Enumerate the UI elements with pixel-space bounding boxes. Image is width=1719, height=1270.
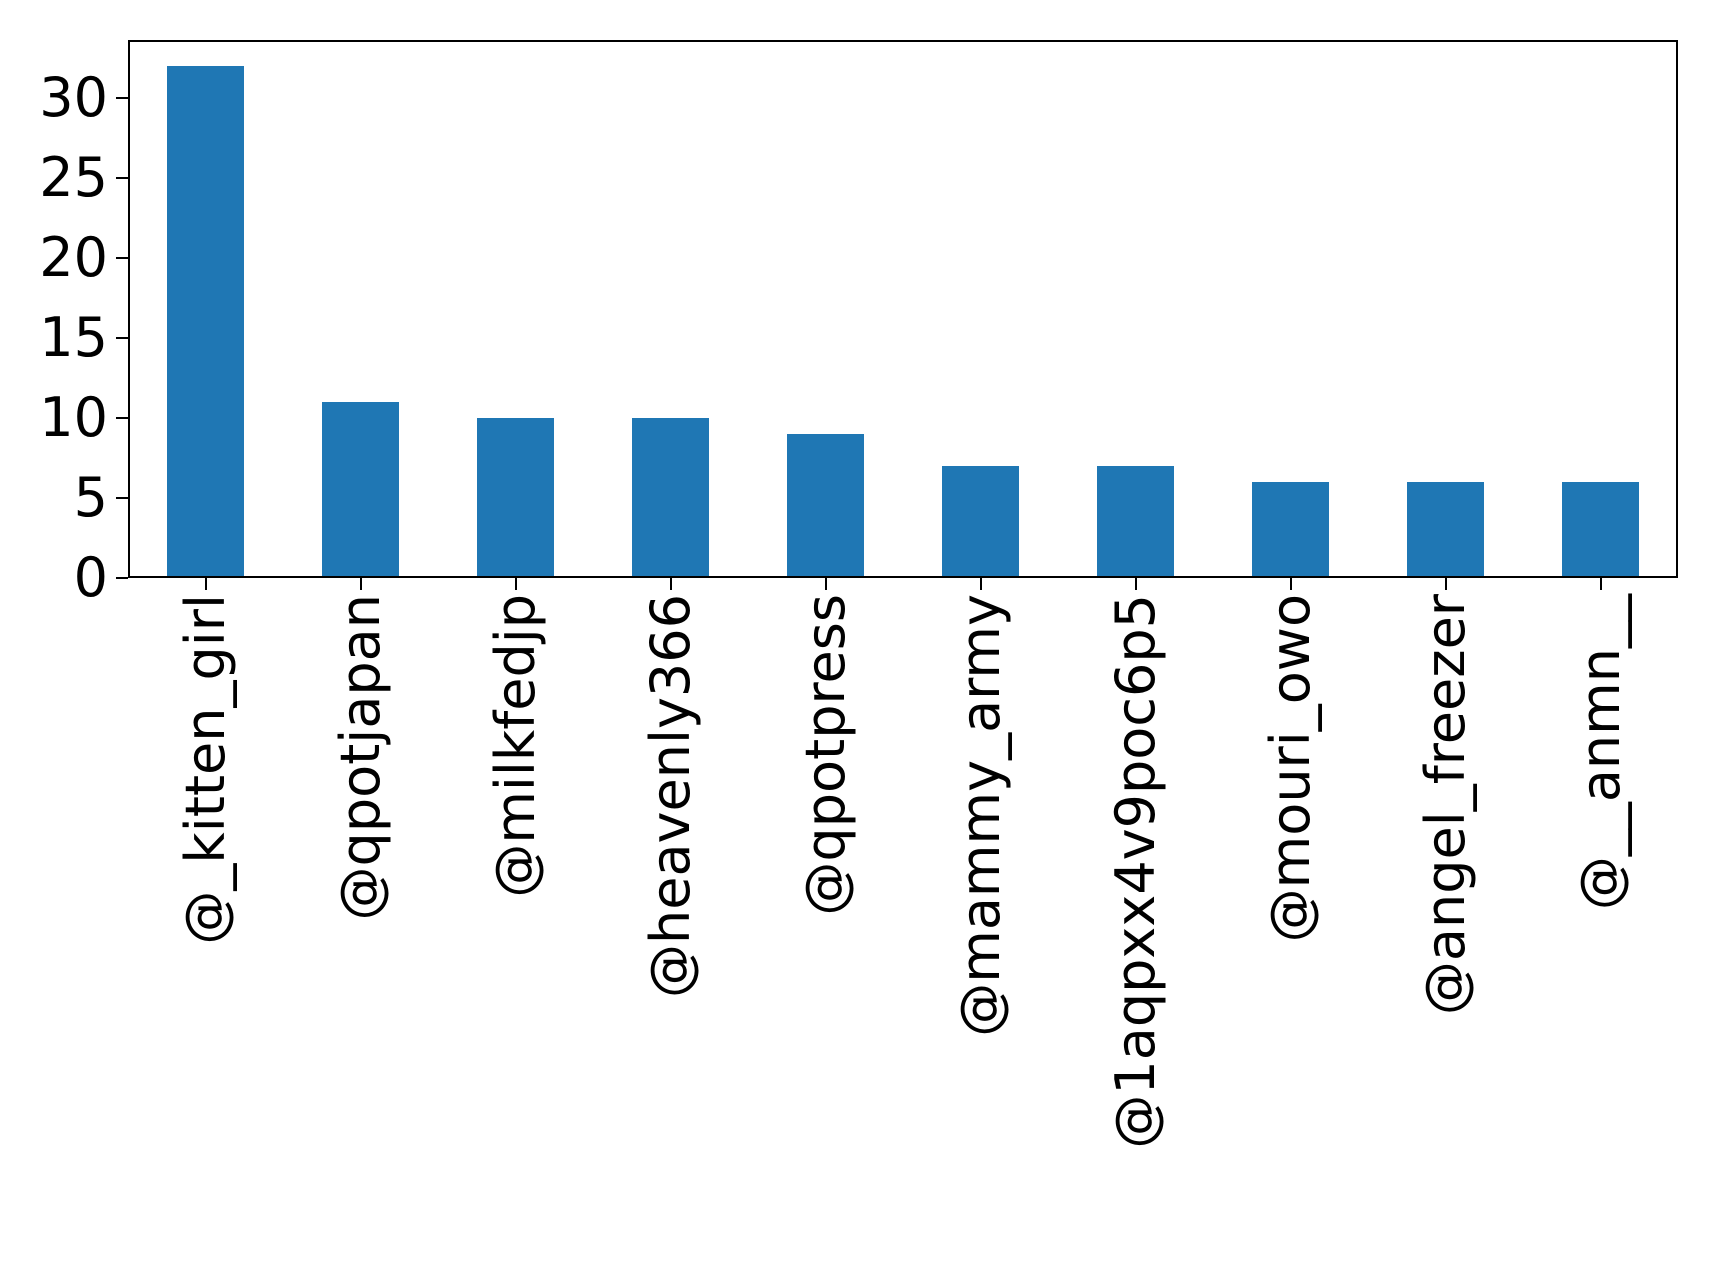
x-tick-label: @mouri_owo — [1258, 594, 1322, 943]
y-tick-mark — [116, 496, 128, 499]
bar-1aqpxx4v9poc6p5 — [1096, 465, 1175, 576]
x-tick-mark — [824, 578, 827, 590]
x-tick-mark — [359, 578, 362, 590]
bar-mammy-army — [941, 465, 1020, 576]
y-tick-mark — [116, 256, 128, 259]
y-tick-label: 20 — [39, 225, 108, 289]
bar-qpotpress — [786, 433, 865, 576]
x-tick-mark — [979, 578, 982, 590]
bar-angel-freezer — [1406, 481, 1485, 576]
x-tick-mark — [514, 578, 517, 590]
bar-qpotjapan — [321, 401, 400, 576]
y-tick-label: 30 — [39, 65, 108, 129]
bar-milkfedjp — [476, 417, 555, 576]
x-tick-label: @milkfedjp — [483, 594, 547, 898]
x-tick-mark — [1599, 578, 1602, 590]
x-tick-label: @heavenly366 — [638, 594, 702, 998]
x-tick-mark — [1134, 578, 1137, 590]
bar-anmn — [1561, 481, 1640, 576]
x-tick-label: @qpotpress — [793, 594, 857, 916]
y-tick-label: 10 — [39, 385, 108, 449]
y-tick-label: 0 — [73, 546, 108, 609]
bar-kitten-girl — [166, 65, 245, 576]
x-tick-mark — [669, 578, 672, 590]
y-tick-mark — [116, 577, 128, 579]
y-tick-mark — [116, 96, 128, 99]
y-tick-mark — [116, 336, 128, 339]
y-tick-label: 5 — [73, 465, 108, 529]
y-tick-mark — [116, 416, 128, 419]
x-tick-label: @angel_freezer — [1413, 594, 1477, 1016]
x-tick-mark — [1444, 578, 1447, 590]
bar-mouri-owo — [1251, 481, 1330, 576]
y-tick-mark — [116, 176, 128, 179]
bar-heavenly366 — [631, 417, 710, 576]
x-tick-mark — [1289, 578, 1292, 590]
x-tick-label: @__anmn__ — [1568, 594, 1632, 911]
x-tick-label: @qpotjapan — [328, 594, 392, 921]
y-tick-label: 15 — [39, 305, 108, 369]
x-tick-mark — [204, 578, 207, 590]
x-tick-label: @_kitten_girl — [173, 594, 237, 945]
x-tick-label: @mammy_army — [948, 594, 1012, 1037]
x-tick-label: @1aqpxx4v9poc6p5 — [1103, 594, 1167, 1149]
y-tick-label: 25 — [39, 145, 108, 209]
